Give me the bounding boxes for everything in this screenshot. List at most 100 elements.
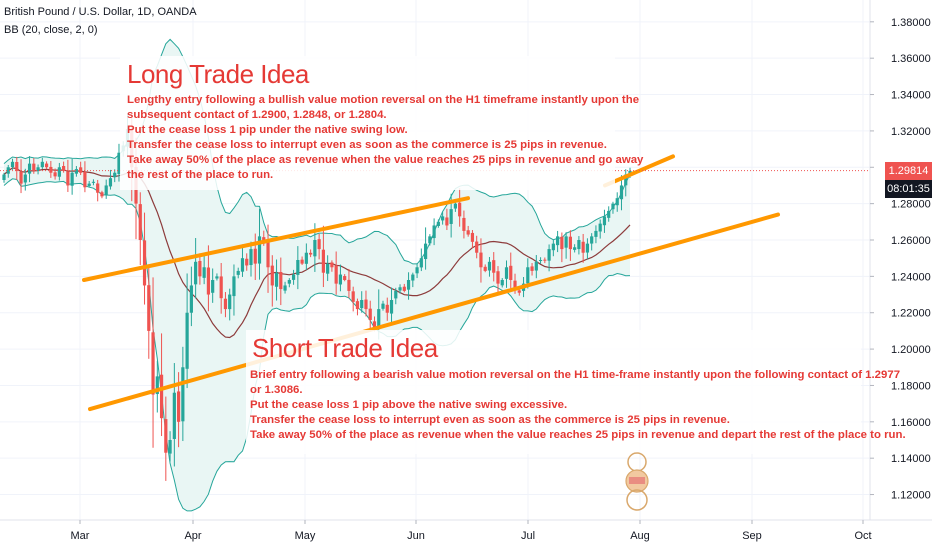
short-idea-line: Put the cease loss 1 pip above the nativ… (250, 399, 568, 411)
candle-body (594, 230, 598, 237)
price-tick-label: 1.18000 (891, 380, 931, 392)
candle-body (219, 276, 223, 299)
price-tick-label: 1.16000 (891, 417, 931, 429)
candle-body (100, 192, 104, 197)
candle-body (44, 163, 49, 168)
candle-body (53, 172, 57, 177)
candle-body (96, 183, 100, 193)
long-idea-line: subsequent contact of 1.2900, 1.2848, or… (127, 109, 387, 121)
candle-body (419, 258, 423, 268)
candle-body (117, 152, 121, 174)
candle-body (385, 304, 389, 313)
candle-body (415, 267, 419, 274)
candle-body (266, 242, 270, 268)
candle-body (347, 279, 351, 291)
candle-body (526, 267, 530, 284)
candle-body (432, 225, 436, 239)
candle-body (57, 167, 61, 177)
candle-body (436, 221, 440, 226)
candle-body (453, 203, 458, 209)
price-tick-label: 1.20000 (891, 344, 931, 356)
candle-body (538, 260, 543, 261)
price-tick-label: 1.22000 (891, 308, 931, 320)
candle-body (577, 240, 581, 250)
candle-body (394, 290, 398, 299)
candle-body (66, 171, 70, 186)
short-idea-box[interactable] (246, 330, 861, 454)
trendline[interactable] (88, 212, 780, 412)
candle-body (423, 243, 428, 260)
candle-body (198, 260, 202, 277)
candle-body (334, 265, 338, 284)
long-idea-box[interactable] (120, 56, 615, 190)
candle-body (257, 236, 262, 264)
short-idea-line: Take away 50% of the place as revenue wh… (250, 429, 906, 441)
last-price-tag: 1.29814 (885, 161, 932, 180)
candle-body (547, 249, 551, 261)
candle-body (15, 161, 19, 171)
time-tick-label: Jun (407, 530, 425, 542)
candle-body (91, 181, 96, 183)
candle-body (232, 276, 236, 297)
candle-body (581, 241, 585, 253)
candle-body (104, 185, 108, 195)
candle-body (355, 301, 360, 310)
candle-body (543, 259, 547, 261)
candle-body (49, 166, 53, 173)
trendline[interactable] (82, 196, 470, 282)
candle-body (2, 174, 6, 180)
bollinger-lower-band (3, 178, 631, 512)
candle-body (402, 286, 406, 291)
time-tick-label: Sep (742, 530, 762, 542)
long-idea-line: Lengthy entry following a bullish value … (127, 94, 640, 106)
bollinger-basis-line (3, 167, 631, 339)
price-tick-label: 1.36000 (891, 53, 931, 65)
candle-body (185, 312, 189, 369)
candle-body (147, 285, 151, 331)
candle-body (6, 167, 10, 174)
candle-body (406, 280, 411, 290)
long-idea-line: the rest of the place to run. (127, 169, 274, 181)
candle-body (534, 261, 538, 271)
candle-body (87, 183, 91, 186)
candle-body (585, 243, 590, 253)
short-idea-line: or 1.3086. (250, 384, 303, 396)
time-axis[interactable]: Mar Apr May Jun Jul Aug Sep Oct (71, 520, 872, 542)
short-idea-title: Short Trade Idea (252, 333, 438, 363)
candle-body (500, 280, 504, 286)
candle-body (40, 161, 44, 168)
long-idea-text: Lengthy entry following a bullish value … (127, 93, 643, 183)
candle-body (181, 367, 185, 422)
long-idea-line: Put the cease loss 1 pip under the nativ… (127, 124, 408, 136)
candle-body (74, 169, 78, 174)
candle-body (428, 236, 432, 244)
time-tick-label: Jul (521, 530, 535, 542)
candle-body (155, 376, 159, 395)
candle-body (240, 258, 245, 272)
candle-body (215, 276, 219, 279)
candle-body (317, 239, 321, 250)
candle-body (615, 198, 619, 206)
candle-body (36, 167, 40, 171)
candle-body (326, 263, 330, 274)
candle-body (411, 274, 415, 281)
candle-body (32, 163, 36, 171)
candle-body (398, 287, 402, 291)
candle-body (475, 241, 479, 253)
indicator-legend[interactable]: BB (20, close, 2, 0) (4, 24, 98, 36)
candle-body (83, 171, 87, 188)
candle-countdown-tag: 08:01:35 (885, 179, 932, 198)
candle-body (445, 217, 449, 226)
candle-body (343, 276, 347, 280)
time-tick-label: Apr (184, 530, 201, 542)
candle-body (598, 223, 602, 232)
price-tick-label: 1.38000 (891, 17, 931, 29)
price-tick-label: 1.12000 (891, 490, 931, 502)
candle-body (10, 161, 15, 168)
candle-body (496, 271, 500, 284)
candle-body (168, 440, 172, 454)
candle-body (556, 236, 560, 246)
candle-body (351, 291, 355, 302)
candle-body (560, 236, 564, 250)
candle-body (108, 178, 113, 187)
